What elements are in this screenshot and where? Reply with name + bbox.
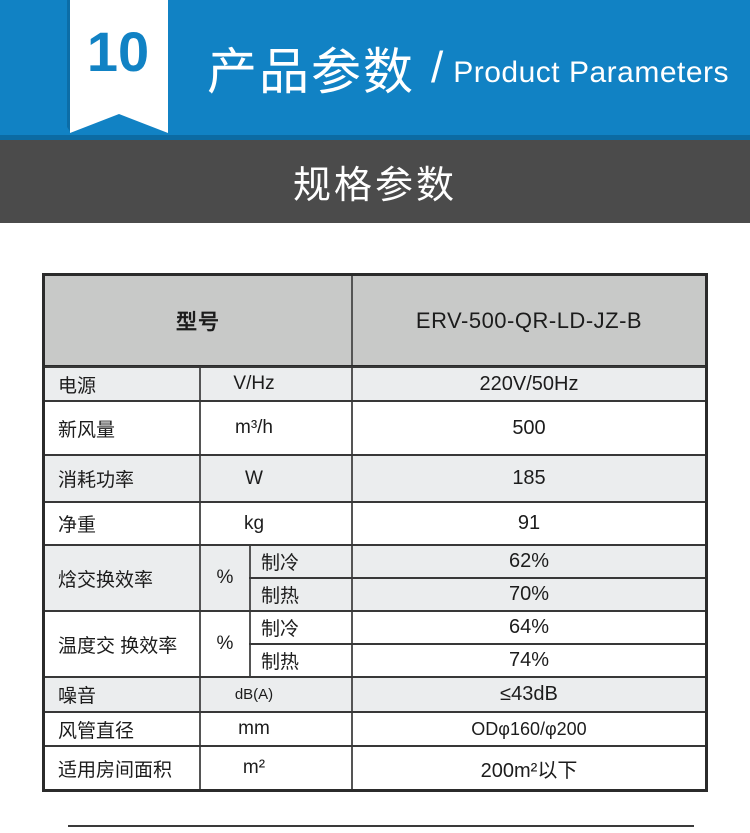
table-row-noise: 噪音 dB(A) ≤43dB [45, 676, 705, 711]
chapter-number: 10 [86, 20, 150, 83]
table-header-row: 型号 ERV-500-QR-LD-JZ-B [45, 276, 705, 366]
row-label: 电源 [58, 375, 97, 397]
mode-value: 64% [351, 612, 705, 643]
mode-group: 制冷 62% 制热 70% [249, 546, 705, 610]
row-label: 风管直径 [58, 720, 135, 742]
row-label: 消耗功率 [58, 470, 135, 491]
mode-label: 制冷 [249, 612, 351, 643]
table-row-fresh-air: 新风量 m³/h 500 [45, 400, 705, 454]
spec-table: 型号 ERV-500-QR-LD-JZ-B 电源 V/Hz 220V/50Hz … [42, 273, 708, 792]
table-row-power-consumption: 消耗功率 W 185 [45, 454, 705, 501]
row-unit: % [199, 546, 249, 610]
row-unit: V/Hz [199, 368, 351, 400]
chapter-ribbon [67, 0, 168, 133]
model-header-label: 型号 [176, 310, 220, 334]
table-row-power: 电源 V/Hz 220V/50Hz [45, 366, 705, 400]
table-row-net-weight: 净重 kg 91 [45, 501, 705, 544]
row-unit: mm [199, 713, 351, 745]
mode-label: 制热 [249, 645, 351, 676]
table-row-room-area: 适用房间面积 m² 200m²以下 [45, 745, 705, 789]
title-separator: / [431, 42, 444, 92]
table-row-duct-diameter: 风管直径 mm ODφ160/φ200 [45, 711, 705, 745]
page-title-en: Product Parameters [453, 55, 730, 89]
mode-value: 70% [351, 579, 705, 610]
row-value: ODφ160/φ200 [351, 713, 705, 745]
row-unit: % [199, 612, 249, 676]
row-unit: m² [199, 747, 351, 789]
row-value: 220V/50Hz [351, 368, 705, 400]
row-label: 噪音 [58, 686, 97, 707]
row-unit: W [199, 456, 351, 501]
mode-group: 制冷 64% 制热 74% [249, 612, 705, 676]
mode-value: 74% [351, 645, 705, 676]
mode-label: 制热 [249, 579, 351, 610]
row-label: 温度交 换效率 [58, 635, 178, 657]
mode-label: 制冷 [249, 546, 351, 577]
table-row-enthalpy-efficiency: 焓交换效率 % 制冷 62% 制热 70% [45, 544, 705, 610]
table-row-temperature-efficiency: 温度交 换效率 % 制冷 64% 制热 74% [45, 610, 705, 676]
row-value: ≤43dB [351, 678, 705, 711]
header-band: 10 产品参数 / Product Parameters [0, 0, 750, 140]
row-unit: dB(A) [199, 678, 351, 711]
row-label: 新风量 [58, 419, 116, 441]
row-value: 200m²以下 [351, 747, 705, 789]
row-value: 91 [351, 503, 705, 544]
model-number: ERV-500-QR-LD-JZ-B [351, 276, 705, 365]
row-unit: m³/h [199, 402, 351, 454]
row-value: 500 [351, 402, 705, 454]
mode-row-heating: 制热 70% [249, 577, 705, 610]
footer-divider [68, 825, 694, 827]
mode-value: 62% [351, 546, 705, 577]
row-unit: kg [199, 503, 351, 544]
mode-row-cooling: 制冷 64% [249, 612, 705, 643]
section-banner-title: 规格参数 [292, 165, 457, 207]
section-banner: 规格参数 [0, 140, 750, 223]
row-label: 焓交换效率 [58, 569, 154, 591]
page-title: 产品参数 / Product Parameters [207, 0, 729, 135]
row-label: 适用房间面积 [58, 759, 173, 781]
mode-row-cooling: 制冷 62% [249, 546, 705, 577]
mode-row-heating: 制热 74% [249, 643, 705, 676]
page-title-cn: 产品参数 [207, 43, 415, 100]
row-value: 185 [351, 456, 705, 501]
row-label: 净重 [58, 515, 97, 536]
